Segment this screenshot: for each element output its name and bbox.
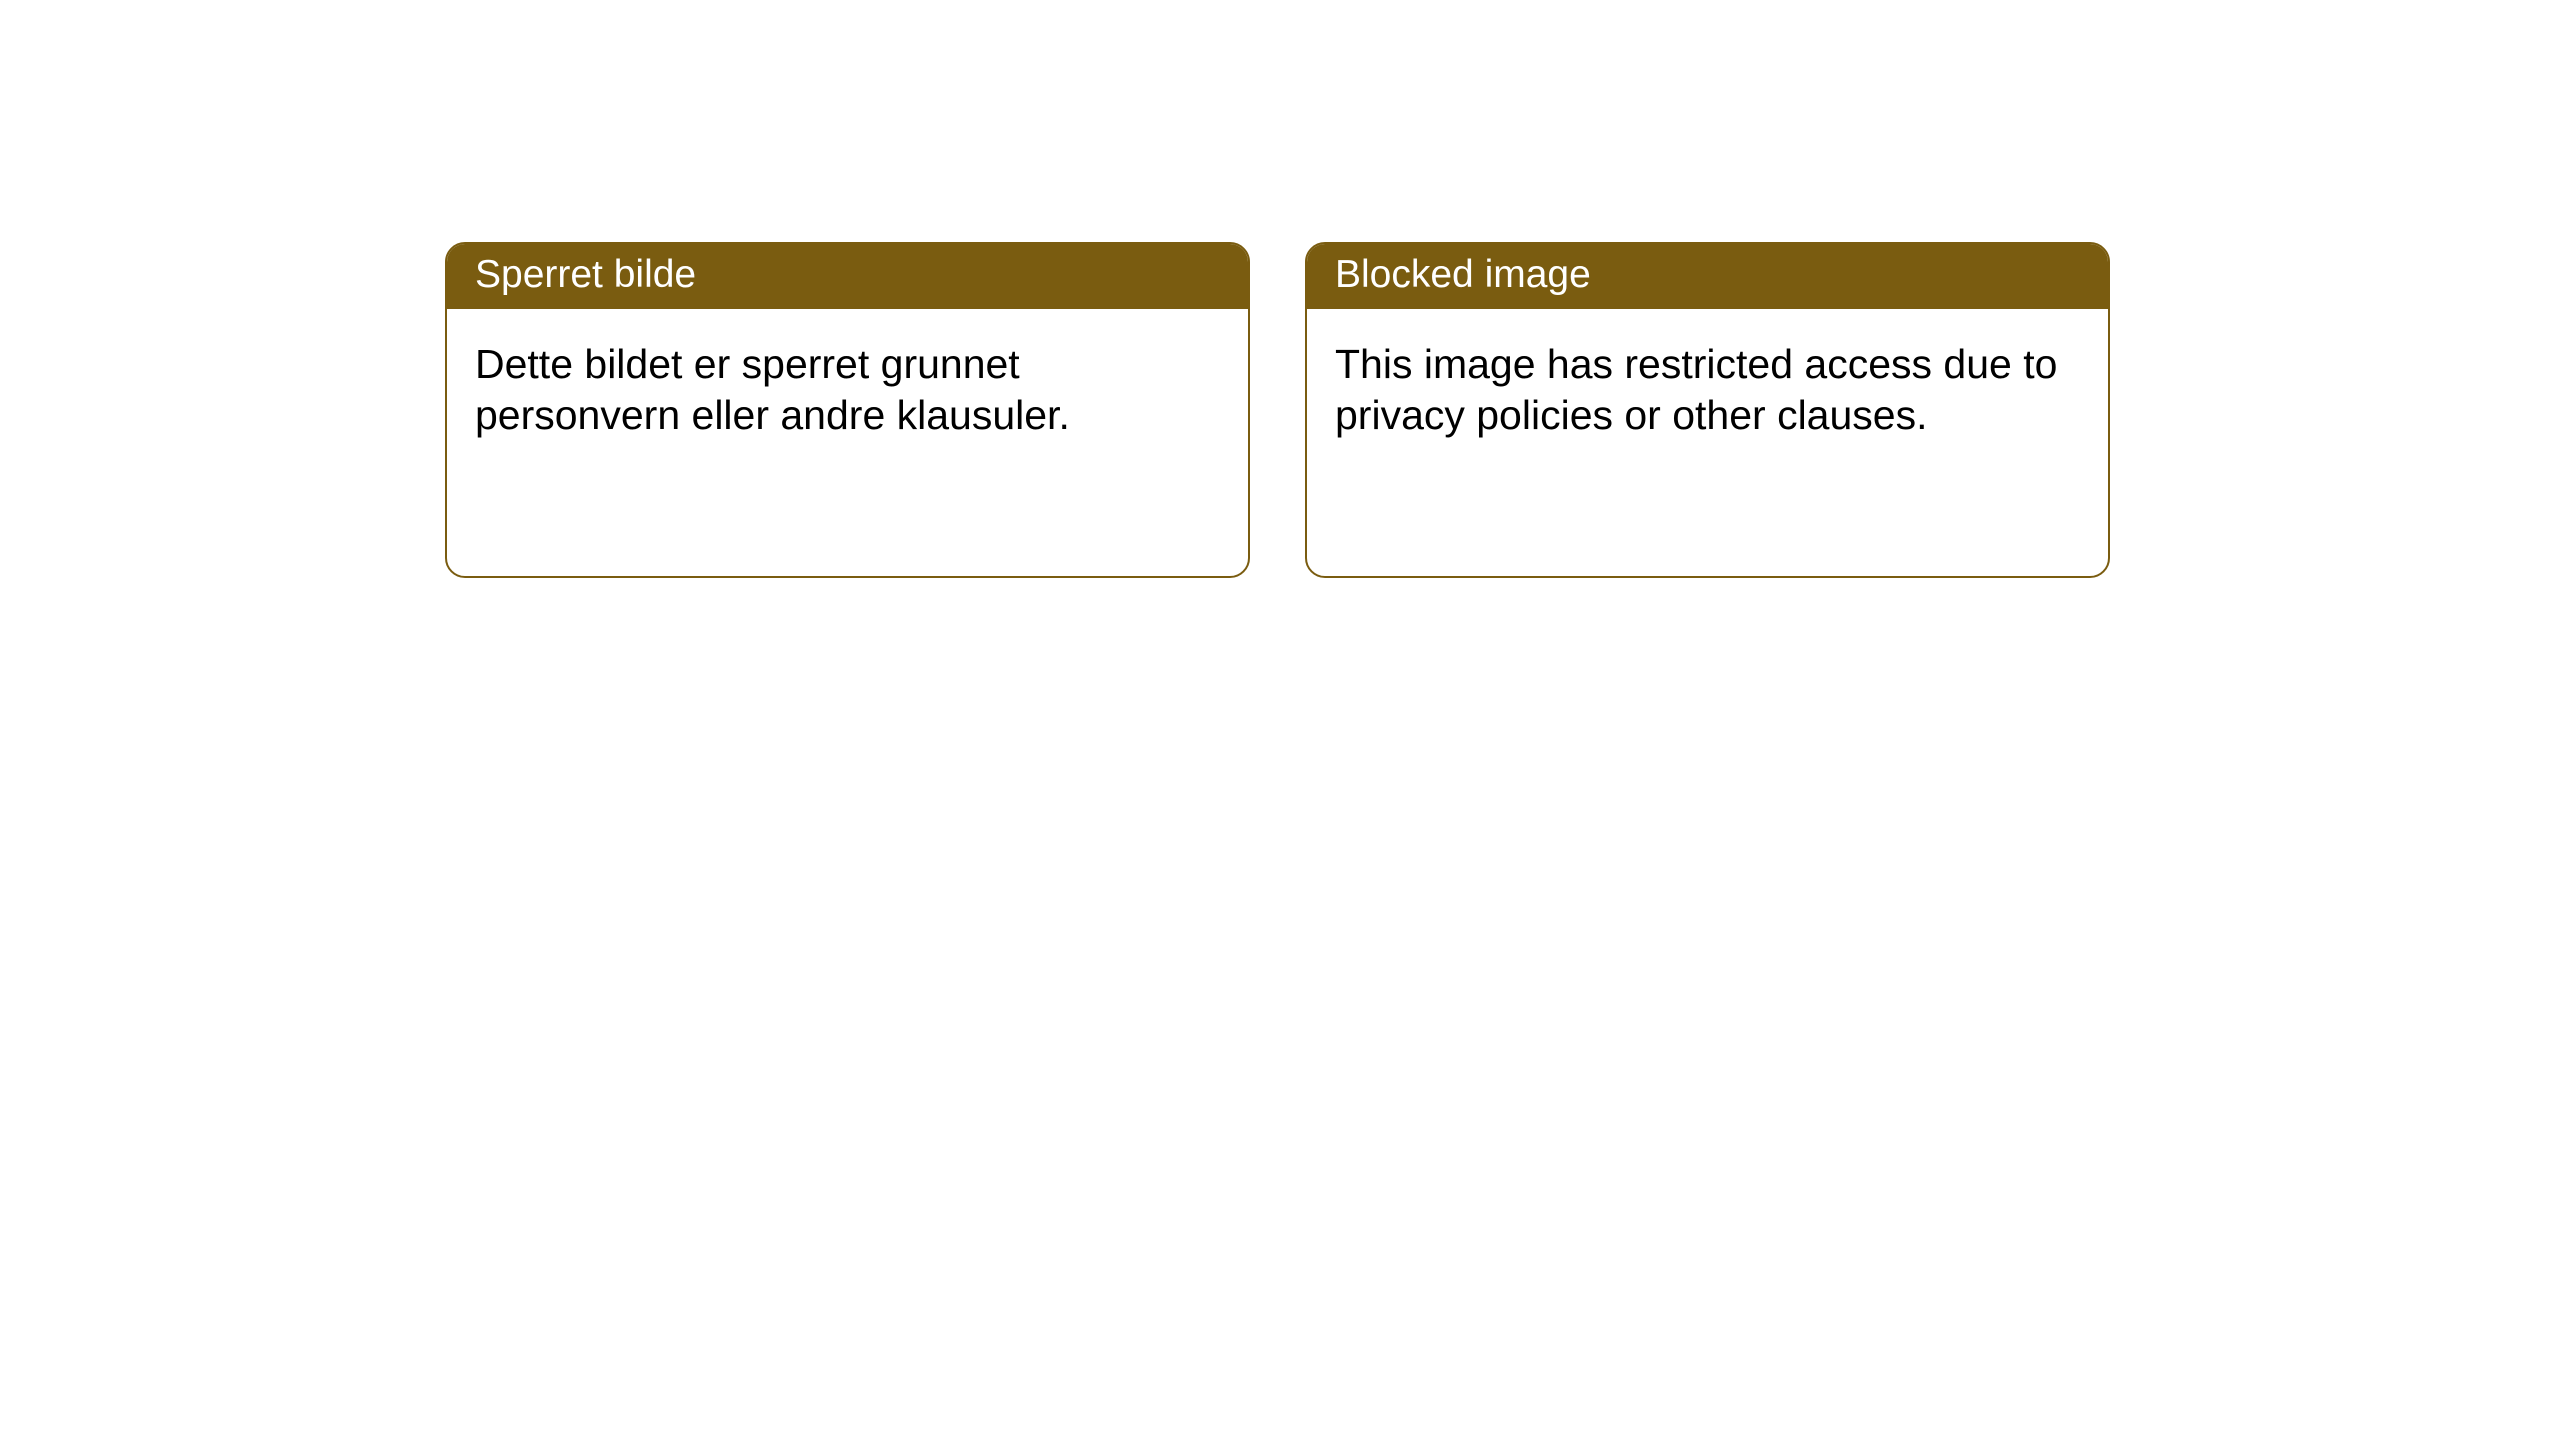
notice-card-norwegian: Sperret bilde Dette bildet er sperret gr… bbox=[445, 242, 1250, 578]
notice-container: Sperret bilde Dette bildet er sperret gr… bbox=[0, 0, 2560, 578]
notice-body: This image has restricted access due to … bbox=[1307, 309, 2108, 472]
notice-header: Sperret bilde bbox=[447, 244, 1248, 309]
notice-header: Blocked image bbox=[1307, 244, 2108, 309]
notice-body: Dette bildet er sperret grunnet personve… bbox=[447, 309, 1248, 472]
notice-card-english: Blocked image This image has restricted … bbox=[1305, 242, 2110, 578]
